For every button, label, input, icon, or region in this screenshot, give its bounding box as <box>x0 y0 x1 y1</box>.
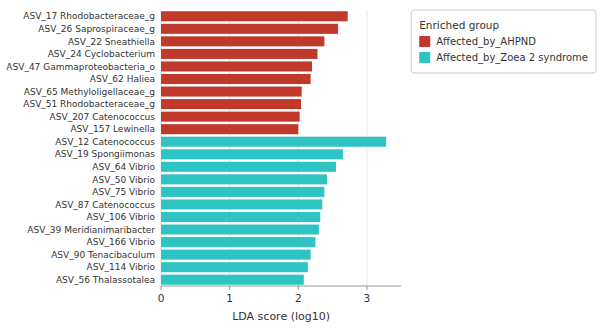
bar <box>161 187 324 197</box>
legend-entry: Affected_by_Zoea 2 syndrome <box>436 52 588 64</box>
bar <box>161 87 302 97</box>
bar <box>161 250 311 260</box>
y-tick-label: ASV_157 Lewinella <box>70 124 155 134</box>
y-tick-label: ASV_19 Spongiimonas <box>55 149 156 159</box>
y-tick-label: ASV_207 Catenococcus <box>50 112 156 122</box>
bar <box>161 11 348 21</box>
bar <box>161 137 386 147</box>
bar <box>161 112 300 122</box>
y-tick-label: ASV_64 Vibrio <box>92 162 155 172</box>
bar <box>161 162 336 172</box>
bar <box>161 74 311 84</box>
bar <box>161 149 343 159</box>
y-tick-label: ASV_62 Haliea <box>90 74 155 84</box>
x-tick <box>366 286 367 290</box>
y-tick-label: ASV_50 Vibrio <box>92 175 155 185</box>
legend-title: Enriched group <box>419 19 499 31</box>
x-tick-label: 3 <box>364 292 371 304</box>
bar <box>161 61 312 71</box>
y-tick-label: ASV_39 Meridianimaribacter <box>27 225 155 235</box>
bar <box>161 262 308 272</box>
x-tick-label: 1 <box>226 292 233 304</box>
legend-box <box>411 10 596 73</box>
bars <box>161 11 386 284</box>
bar <box>161 49 317 59</box>
bar <box>161 174 327 184</box>
bar <box>161 99 301 109</box>
bar <box>161 199 322 209</box>
y-tick-label: ASV_65 Methyloligellaceae_g <box>24 87 155 97</box>
bar <box>161 225 319 235</box>
x-axis-label: LDA score (log10) <box>232 310 330 323</box>
x-tick <box>298 286 299 290</box>
y-tick-labels: ASV_17 Rhodobacteraceae_g ASV_26 Saprospi… <box>6 11 155 284</box>
y-tick-label: ASV_22 Sneathiella <box>68 37 155 47</box>
y-tick-label: ASV_12 Catenococcus <box>55 137 155 147</box>
y-tick-label: ASV_17 Rhodobacteraceae_g <box>23 11 155 21</box>
x-axis-line <box>161 286 401 287</box>
y-tick-label: ASV_87 Catenococcus <box>55 200 155 210</box>
grid-line <box>366 10 367 286</box>
bar <box>161 212 320 222</box>
y-tick-label: ASV_47 Gammaproteobacteria_o <box>6 62 155 72</box>
legend-swatch <box>419 52 430 63</box>
x-tick-label: 2 <box>295 292 302 304</box>
y-tick-label: ASV_51 Rhodobacteraceae_g <box>23 99 155 109</box>
x-tick <box>229 286 230 290</box>
chart: ASV_17 Rhodobacteraceae_g ASV_26 Saprospi… <box>0 0 600 328</box>
bar <box>161 124 298 134</box>
bar <box>161 275 304 285</box>
grid <box>161 10 367 286</box>
y-tick-label: ASV_114 Vibrio <box>87 262 156 272</box>
bar <box>161 36 324 46</box>
y-tick-label: ASV_90 Tenacibaculum <box>51 250 155 260</box>
legend-entry: Affected_by_AHPND <box>436 36 536 48</box>
x-axis: 0 1 2 3 LDA score (log10) <box>158 286 402 323</box>
x-tick <box>161 286 162 290</box>
legend-swatch <box>419 36 430 47</box>
y-tick-label: ASV_106 Vibrio <box>87 212 156 222</box>
bar <box>161 237 315 247</box>
legend: Enriched group Affected_by_AHPND Affected_… <box>411 10 596 73</box>
y-tick-label: ASV_56 Thalassotalea <box>56 275 155 285</box>
y-tick-label: ASV_166 Vibrio <box>87 237 156 247</box>
y-tick-label: ASV_24 Cyclobacterium <box>48 49 155 59</box>
x-tick-label: 0 <box>158 292 165 304</box>
y-tick-label: ASV_26 Saprospiraceae_g <box>38 24 155 34</box>
y-tick-label: ASV_75 Vibrio <box>92 187 155 197</box>
bar <box>161 24 338 34</box>
